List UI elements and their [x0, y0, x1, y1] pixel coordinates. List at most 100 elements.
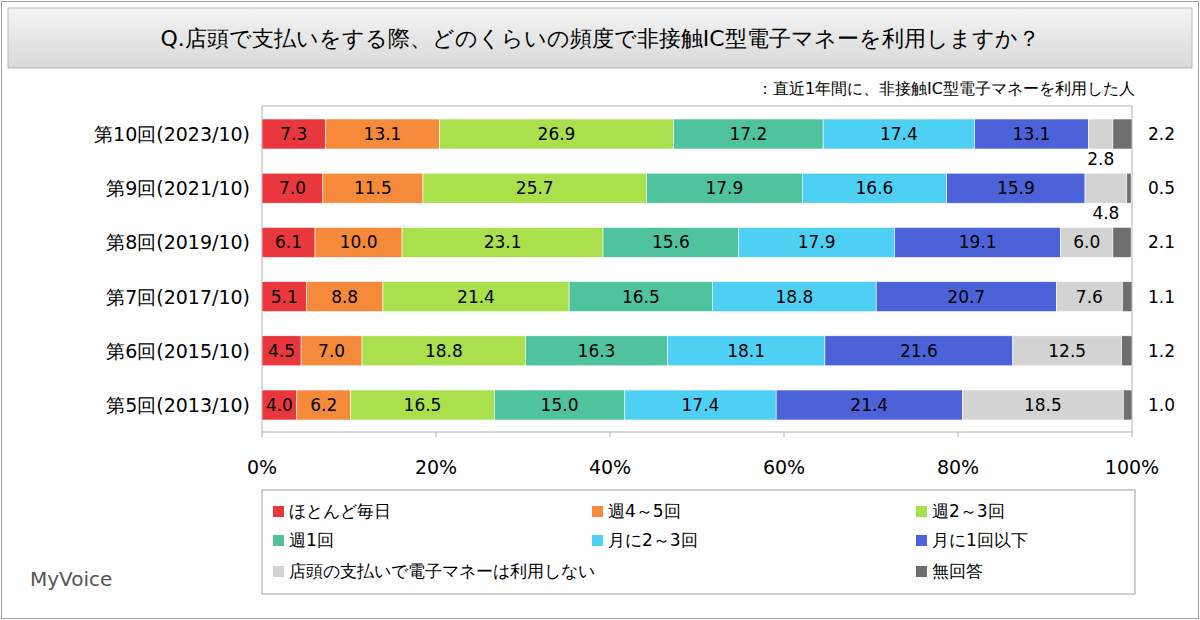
data-label: 18.8 — [425, 341, 463, 361]
data-label: 1.0 — [1148, 395, 1175, 415]
legend-label: 月に2～3回 — [608, 530, 698, 550]
data-label: 16.5 — [622, 287, 660, 307]
bar-segment — [262, 227, 315, 257]
bar-segment — [323, 173, 423, 203]
legend-box — [262, 490, 1135, 594]
bar-segment — [739, 227, 895, 257]
data-label: 21.6 — [900, 341, 938, 361]
bar-segment — [1085, 173, 1127, 203]
x-tick — [436, 432, 437, 437]
bar-segment — [1013, 336, 1122, 366]
data-label: 17.4 — [880, 124, 918, 144]
x-tick-label: 80% — [937, 456, 979, 478]
data-label: 17.9 — [798, 232, 836, 252]
data-label: 17.2 — [729, 124, 767, 144]
legend-label: 週1回 — [289, 530, 334, 550]
data-label: 21.4 — [850, 395, 888, 415]
x-tick-label: 0% — [247, 456, 277, 478]
category-label: 第10回(2023/10) — [94, 123, 250, 145]
bar-segment — [802, 173, 946, 203]
bar-segment — [625, 390, 776, 420]
data-label: 4.8 — [1092, 203, 1119, 223]
data-labels: 7.313.126.917.217.413.12.82.27.011.525.7… — [266, 124, 1175, 415]
data-label: 2.2 — [1148, 124, 1175, 144]
title: Q.店頭で支払いをする際、どのくらいの頻度で非接触IC型電子マネーを利用しますか… — [160, 26, 1039, 51]
bar-segment — [667, 336, 824, 366]
x-tick — [1132, 432, 1133, 437]
bar-segment — [326, 119, 440, 149]
bar-segment — [1089, 119, 1113, 149]
bar-segment — [1113, 119, 1132, 149]
bar-segment — [947, 173, 1085, 203]
plot-frame — [262, 106, 1132, 432]
bar-segment — [383, 282, 569, 312]
legend-swatch — [592, 535, 603, 546]
data-label: 16.3 — [578, 341, 616, 361]
category-label: 第6回(2015/10) — [106, 340, 250, 362]
legend-swatch — [273, 566, 284, 577]
bar-segment — [647, 173, 803, 203]
bar-segment — [297, 390, 351, 420]
bar-segment — [301, 336, 362, 366]
legend-label: 週4～5回 — [608, 501, 681, 521]
data-label: 20.7 — [947, 287, 985, 307]
data-label: 17.9 — [705, 178, 743, 198]
bar-segment — [776, 390, 962, 420]
data-label: 25.7 — [516, 178, 554, 198]
data-label: 13.1 — [1013, 124, 1051, 144]
bar-segment — [306, 282, 383, 312]
category-label: 第8回(2019/10) — [106, 231, 250, 253]
bar-segment — [1056, 282, 1122, 312]
data-label: 4.0 — [266, 395, 293, 415]
bars — [262, 119, 1132, 420]
subtitle: ：直近1年間に、非接触IC型電子マネーを利用した人 — [757, 79, 1135, 98]
data-label: 2.1 — [1148, 232, 1175, 252]
legend-label: 週2～3回 — [932, 501, 1005, 521]
bar-segment — [402, 227, 603, 257]
bar-segment — [603, 227, 739, 257]
bar-segment — [439, 119, 673, 149]
legend-label: ほとんど毎日 — [289, 501, 391, 521]
data-label: 7.6 — [1076, 287, 1103, 307]
bar-segment — [962, 390, 1123, 420]
data-label: 16.5 — [404, 395, 442, 415]
data-label: 7.0 — [318, 341, 345, 361]
outer-frame — [2, 2, 1199, 619]
data-label: 6.2 — [310, 395, 337, 415]
bar-segment — [1061, 227, 1113, 257]
data-label: 15.0 — [541, 395, 579, 415]
category-label: 第9回(2021/10) — [106, 177, 250, 199]
legend-swatch — [916, 535, 927, 546]
category-label: 第7回(2017/10) — [106, 286, 250, 308]
x-tick-label: 60% — [763, 456, 805, 478]
data-label: 12.5 — [1048, 341, 1086, 361]
legend-label: 月に1回以下 — [932, 530, 1028, 550]
legend-swatch — [273, 506, 284, 517]
data-label: 18.5 — [1024, 395, 1062, 415]
bar-segment — [823, 119, 974, 149]
legend-swatch — [916, 566, 927, 577]
bar-segment — [975, 119, 1089, 149]
data-label: 15.6 — [652, 232, 690, 252]
category-label: 第5回(2013/10) — [106, 394, 250, 416]
logo: MyVoice — [30, 567, 112, 591]
data-label: 8.8 — [331, 287, 358, 307]
data-label: 5.1 — [271, 287, 298, 307]
bar-segment — [526, 336, 668, 366]
bar-segment — [1113, 227, 1131, 257]
data-label: 21.4 — [457, 287, 495, 307]
legend-label: 無回答 — [932, 561, 983, 581]
x-tick — [262, 432, 263, 437]
bar-segment — [876, 282, 1056, 312]
bar-segment — [894, 227, 1060, 257]
bar-segment — [262, 173, 323, 203]
data-label: 15.9 — [997, 178, 1035, 198]
bar-segment — [494, 390, 625, 420]
bar-segment — [262, 390, 297, 420]
page: {"chart_data": { "type": "bar", "orienta… — [0, 0, 1200, 620]
x-tick-label: 100% — [1105, 456, 1159, 478]
title-band — [8, 8, 1192, 68]
bar-segment — [825, 336, 1013, 366]
x-tick — [784, 432, 785, 437]
data-label: 4.5 — [268, 341, 295, 361]
